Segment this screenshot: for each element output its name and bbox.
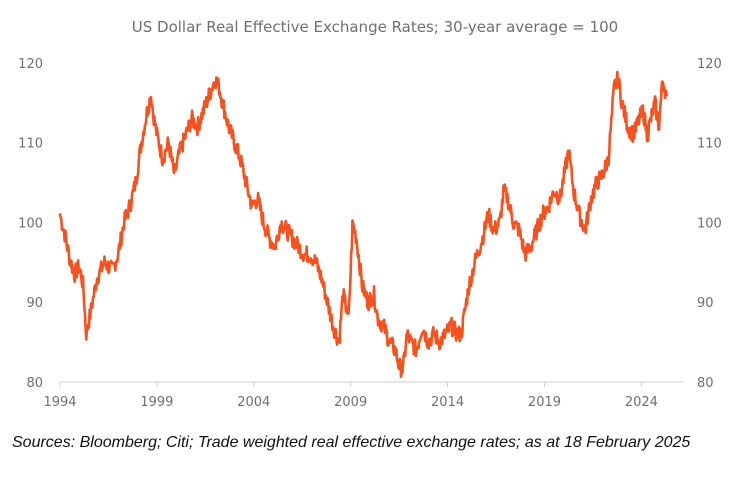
y-tick-label-left: 80 xyxy=(26,376,43,391)
chart-title: US Dollar Real Effective Exchange Rates;… xyxy=(132,18,618,36)
y-tick-label-left: 120 xyxy=(18,57,43,72)
source-note: Sources: Bloomberg; Citi; Trade weighted… xyxy=(12,434,691,451)
y-tick-label-left: 90 xyxy=(26,296,43,311)
y-axis-right: 80 90 100 110 120 xyxy=(697,57,722,391)
series-line xyxy=(58,70,668,378)
line-chart: US Dollar Real Effective Exchange Rates;… xyxy=(18,18,722,410)
x-tick-label: 1994 xyxy=(43,395,76,410)
chart-panel: US Dollar Real Effective Exchange Rates;… xyxy=(10,0,736,420)
x-tick-label: 1999 xyxy=(140,395,173,410)
y-tick-label-right: 90 xyxy=(697,296,714,311)
x-tick-label: 2004 xyxy=(237,395,270,410)
y-tick-label-left: 100 xyxy=(18,216,43,231)
x-tick-label: 2014 xyxy=(431,395,464,410)
y-tick-label-right: 120 xyxy=(697,57,722,72)
y-tick-label-right: 100 xyxy=(697,216,722,231)
y-tick-label-right: 110 xyxy=(697,137,722,152)
x-tick-label: 2024 xyxy=(625,395,658,410)
x-tick-label: 2019 xyxy=(528,395,561,410)
x-axis: 1994 1999 2004 2009 2014 2019 2024 xyxy=(43,382,658,410)
x-tick-label: 2009 xyxy=(334,395,367,410)
y-tick-label-left: 110 xyxy=(18,137,43,152)
y-tick-label-right: 80 xyxy=(697,376,714,391)
y-axis-left: 80 90 100 110 120 xyxy=(18,57,43,391)
